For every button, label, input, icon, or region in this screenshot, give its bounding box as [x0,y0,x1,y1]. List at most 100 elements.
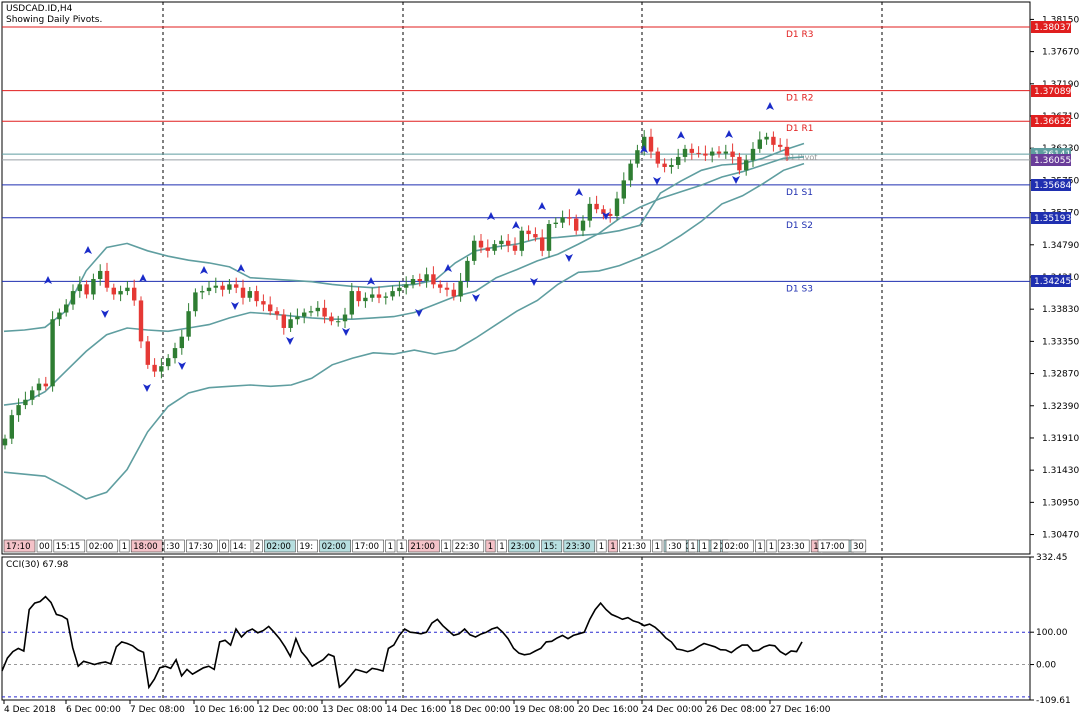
candle-body [91,278,96,295]
candle-body [261,301,266,305]
session-tag [699,539,710,553]
session-tag [396,539,407,553]
price-axis-label: 1.33830 [1042,305,1079,315]
session-tag-label: 02:00 [266,542,291,552]
session-tag [766,539,777,553]
session-tag-label: 1 [769,542,774,552]
price-tag [1031,275,1071,287]
session-tag [687,539,698,553]
session-tag-label: 19: [299,542,313,552]
session-tag [722,539,754,553]
fractal-arrow-icon [415,309,423,317]
candle-body [376,294,382,298]
session-tag-label: 15:15 [56,542,81,552]
candle-body [628,163,633,181]
fractal-arrow-icon [653,177,661,185]
candle-body [778,144,783,147]
price-tag [1031,179,1071,191]
candle-body [594,203,599,210]
candle-body [716,151,722,154]
session-tag [563,539,596,553]
candle-body [329,316,334,322]
candle-body [268,304,273,312]
fractal-arrow-icon [512,221,520,229]
session-tag [452,539,485,553]
price-axis-label: 1.30470 [1042,531,1079,541]
candle-body [274,311,280,315]
fractal-arrow-icon [677,131,685,139]
session-tag-label: 1 [655,542,660,552]
time-axis-label: 13 Dec 08:00 [322,705,383,715]
session-tag-label: 22:30 [455,542,480,552]
session-tag [130,539,163,553]
candle-body [118,291,123,295]
fractal-arrow-icon [530,278,538,286]
candle-body [404,284,409,288]
candle-body [472,240,477,261]
candle-body [383,296,388,298]
fractal-arrow-icon [602,212,610,220]
session-tag-label: 14: [233,542,247,552]
session-tag-label: 00 [39,542,50,552]
fractal-arrow-icon [143,384,151,392]
session-tag [36,539,53,553]
candle-body [519,230,524,251]
session-tag [508,539,540,553]
candle-body [784,146,790,156]
fractal-arrow-icon [286,337,294,345]
candle-body [30,390,35,400]
session-tag-label: 1 [388,542,393,552]
candle-body [689,148,694,153]
session-tag-label: 1 [599,542,604,552]
time-axis-label: 12 Dec 00:00 [258,705,319,715]
candle-body [465,260,470,282]
session-tag-label: 2 [255,542,260,552]
session-tag-label: 02:00 [89,542,114,552]
candle-body [560,217,565,223]
fractal-arrow-icon [237,264,245,272]
candle-body [43,383,48,387]
bollinger-middle [3,156,805,406]
price-tag-label: 1.38037 [1034,23,1071,33]
candle-body [546,223,552,251]
session-tag-label: 23:00 [511,542,535,552]
candle-body [451,289,456,297]
session-tag-label: 1 [757,542,762,552]
session-tag [230,539,252,553]
fractal-arrow-icon [101,310,109,318]
session-tag [3,539,36,553]
candle-body [234,284,239,288]
price-axis-label: 1.37670 [1042,48,1079,58]
session-tag [541,539,563,553]
session-tag-label: :30 [166,542,180,552]
candle-body [23,399,28,406]
candle-body [750,148,756,161]
symbol-title: USDCAD.ID,H4 [6,4,73,14]
session-tag [186,539,218,553]
session-tag-label: 02:00 [322,542,347,552]
session-tag [596,539,607,553]
candle-body [587,203,592,221]
candle-body [145,341,150,365]
candle-body [723,151,728,154]
candle-body [431,274,436,285]
candle-body [342,314,348,322]
candle-body [655,151,660,164]
fractal-arrow-icon [766,102,774,110]
session-tag [710,539,721,553]
candle-body [506,240,511,246]
session-tag-label: 30 [853,542,864,552]
candle-body [764,136,769,140]
candle-body [281,314,286,328]
candle-body [363,297,368,302]
candle-body [70,291,76,305]
candle-body [533,234,538,238]
price-tag [1031,21,1071,33]
candle-body [227,284,232,290]
session-tag-label: 17:30 [188,542,213,552]
fractal-arrow-icon [575,188,583,196]
candle-body [370,294,375,298]
candle-body [159,366,164,372]
fractal-arrow-icon [444,264,452,272]
